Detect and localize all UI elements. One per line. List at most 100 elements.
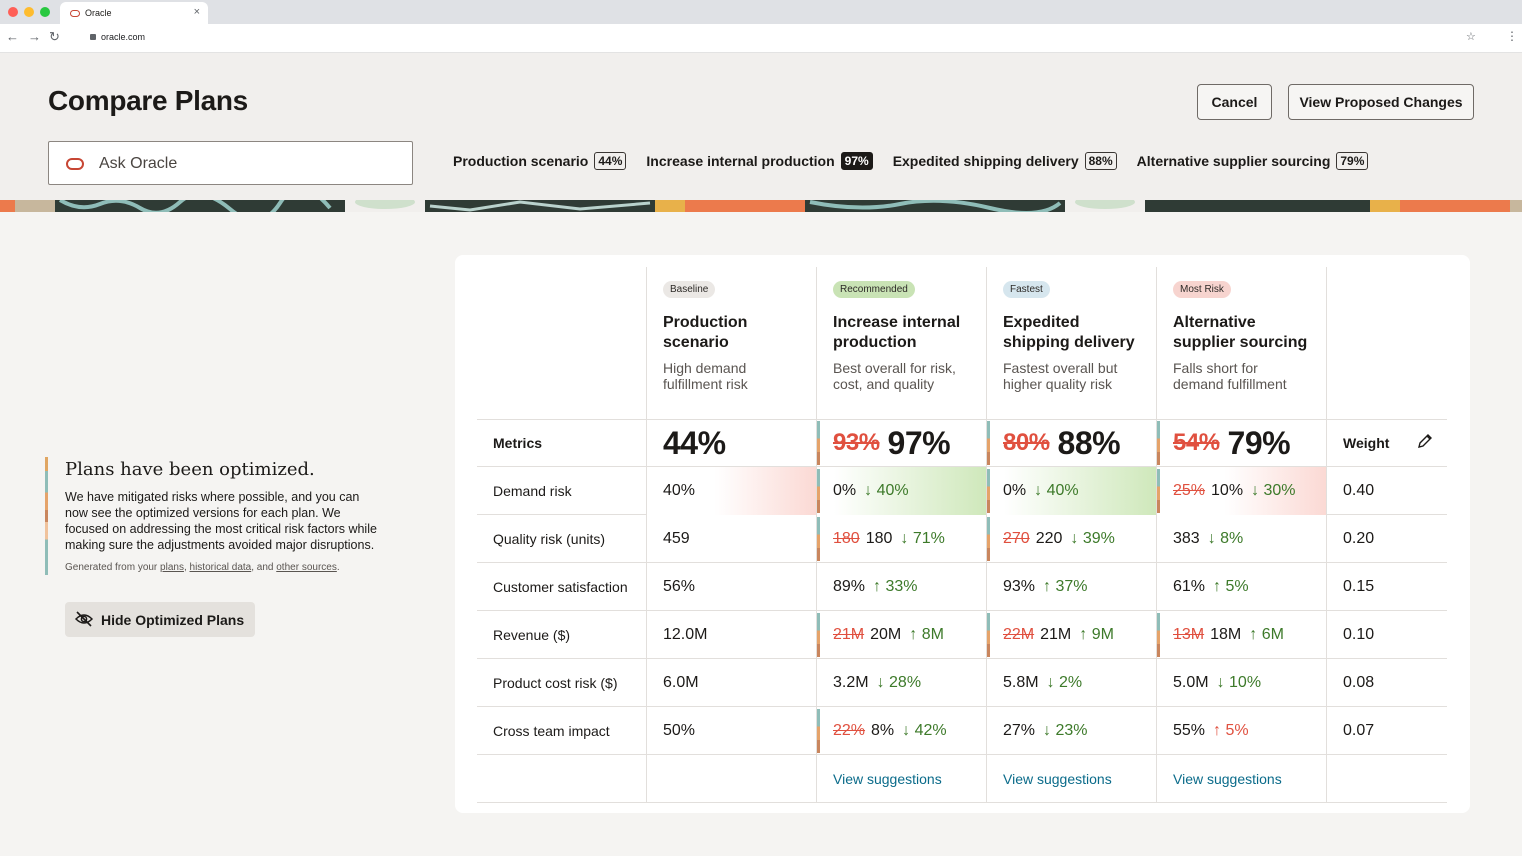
row-divider [477, 802, 1447, 803]
minimize-window-button[interactable] [24, 7, 34, 17]
info-accent-bar [45, 457, 48, 575]
footnote-text: Generated from your [65, 562, 161, 573]
value: 12.0M [663, 626, 708, 643]
window-controls [8, 7, 50, 17]
pencil-icon[interactable] [1417, 433, 1433, 449]
metric-value: 383 ↓ 8% [1157, 515, 1326, 563]
summary-pct: 88% [1084, 152, 1117, 170]
summary-pct: 97% [840, 152, 873, 170]
delta: ↑ 8M [909, 626, 944, 643]
original-score: 80% [1003, 429, 1050, 456]
weight-value: 0.40 [1343, 482, 1375, 499]
value: 20M [870, 626, 902, 643]
value: 40% [663, 482, 696, 499]
value: 93% [1003, 578, 1036, 595]
back-icon[interactable]: ← [6, 29, 19, 44]
ask-oracle-field[interactable] [48, 141, 413, 185]
score-value: 79% [1227, 424, 1291, 461]
page-title: Compare Plans [48, 85, 248, 116]
value: 0% [1003, 482, 1027, 499]
maximize-window-button[interactable] [40, 7, 50, 17]
metric-value: 5.0M ↓ 10% [1157, 659, 1326, 707]
optimized-marker [1157, 421, 1160, 465]
bookmark-star-icon[interactable]: ☆ [1466, 31, 1476, 43]
fastest-badge: Fastest [1003, 281, 1050, 298]
original-value: 22M [1003, 626, 1035, 643]
delta: ↓ 2% [1046, 674, 1083, 691]
column-divider [986, 267, 987, 802]
plan-column-header: Baseline Production scenario High demand… [647, 267, 817, 418]
weight-header: Weight [1327, 419, 1447, 467]
url-text: oracle.com [101, 32, 146, 42]
column-divider [816, 267, 817, 802]
info-title: Plans have been optimized. [65, 459, 315, 480]
metric-value: 93% ↑ 37% [987, 563, 1156, 611]
plan-name: Production scenario [663, 314, 748, 351]
info-footnote: Generated from your plans, historical da… [65, 562, 385, 573]
original-score: 54% [1173, 429, 1220, 456]
summary-pct: 79% [1336, 152, 1369, 170]
delta: ↑ 33% [873, 578, 918, 595]
ask-oracle-input[interactable] [99, 152, 399, 176]
reload-icon[interactable]: ↻ [49, 29, 60, 44]
optimized-marker [817, 613, 820, 657]
metric-value: 21M 20M ↑ 8M [817, 611, 986, 659]
value: 0% [833, 482, 857, 499]
cancel-button[interactable]: Cancel [1197, 84, 1272, 120]
weight-value: 0.07 [1343, 722, 1375, 739]
info-body: We have mitigated risks where possible, … [65, 490, 377, 552]
metric-value: 6.0M [647, 659, 816, 707]
optimized-marker [817, 709, 820, 753]
comparison-table-card: Baseline Production scenario High demand… [455, 255, 1470, 813]
plans-link[interactable]: plans [160, 562, 184, 573]
original-value: 21M [833, 626, 865, 643]
value: 5.8M [1003, 674, 1039, 691]
metric-value: 25% 10% ↓ 30% [1157, 467, 1326, 515]
forward-icon[interactable]: → [28, 29, 41, 44]
value: 459 [663, 530, 690, 547]
value: 5.0M [1173, 674, 1209, 691]
column-divider [646, 267, 647, 802]
view-suggestions-link[interactable]: View suggestions [1173, 771, 1282, 787]
decorative-banner [0, 200, 1522, 212]
metric-value: 22M 21M ↑ 9M [987, 611, 1156, 659]
delta: ↓ 8% [1207, 530, 1244, 547]
metric-value: 0% ↓ 40% [817, 467, 986, 515]
metric-value: 22% 8% ↓ 42% [817, 707, 986, 755]
summary-name: Increase internal production [646, 153, 835, 169]
close-window-button[interactable] [8, 7, 18, 17]
score-value: 88% [1057, 424, 1121, 461]
value: 27% [1003, 722, 1036, 739]
browser-menu-icon[interactable]: ⋮ [1506, 29, 1518, 43]
plan-column-header: Most Risk Alternative supplier sourcing … [1157, 267, 1327, 418]
column-divider [1156, 267, 1157, 802]
optimized-marker [1157, 469, 1160, 513]
baseline-badge: Baseline [663, 281, 716, 298]
metric-value: 13M 18M ↑ 6M [1157, 611, 1326, 659]
delta: ↓ 40% [864, 482, 909, 499]
optimized-marker [987, 421, 990, 465]
value: 8% [871, 722, 895, 739]
tab-close-icon[interactable]: × [193, 6, 200, 18]
summary-name: Production scenario [453, 153, 589, 169]
value: 18M [1210, 626, 1242, 643]
hide-optimized-plans-button[interactable]: Hide Optimized Plans [65, 602, 255, 637]
browser-tab[interactable]: Oracle × [60, 2, 208, 24]
metric-value: 40% [647, 467, 816, 515]
url-field[interactable]: oracle.com [90, 32, 145, 42]
view-suggestions-link[interactable]: View suggestions [833, 771, 942, 787]
most-risk-badge: Most Risk [1173, 281, 1231, 298]
view-suggestions-link[interactable]: View suggestions [1003, 771, 1112, 787]
delta: ↓ 42% [902, 722, 947, 739]
row-divider [477, 466, 1447, 467]
summary-name: Alternative supplier sourcing [1136, 153, 1331, 169]
row-divider [477, 610, 1447, 611]
view-proposed-changes-button[interactable]: View Proposed Changes [1288, 84, 1474, 120]
original-value: 270 [1003, 530, 1030, 547]
plan-name: Increase internal production [833, 314, 961, 351]
original-value: 25% [1173, 482, 1206, 499]
historical-data-link[interactable]: historical data [189, 562, 252, 573]
value: 180 [865, 530, 893, 547]
other-sources-link[interactable]: other sources [276, 562, 337, 573]
page-header: Compare Plans Cancel View Proposed Chang… [0, 53, 1522, 201]
